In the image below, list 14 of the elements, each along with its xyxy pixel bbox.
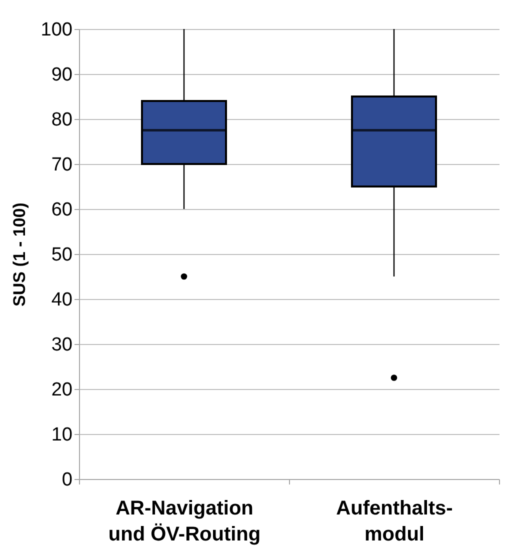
y-tick-label: 40 [51, 290, 72, 310]
x-tick-label: Aufenthalts- modul [336, 498, 453, 546]
y-tick-label: 10 [51, 424, 72, 446]
y-axis-title: SUS (1 - 100) [10, 202, 29, 306]
y-tick-label: 20 [51, 380, 72, 400]
y-tick-label: 60 [51, 200, 72, 220]
y-tick-label: 0 [62, 470, 72, 490]
y-tick-label: 80 [51, 110, 72, 130]
y-tick-label: 90 [51, 64, 72, 86]
x-tick-label: AR-Navigation und ÖV-Routing [108, 498, 261, 546]
y-tick-label: 30 [51, 334, 72, 356]
y-tick-label: 100 [40, 20, 72, 40]
y-tick-label: 70 [51, 154, 72, 176]
y-tick-label: 50 [51, 244, 72, 266]
